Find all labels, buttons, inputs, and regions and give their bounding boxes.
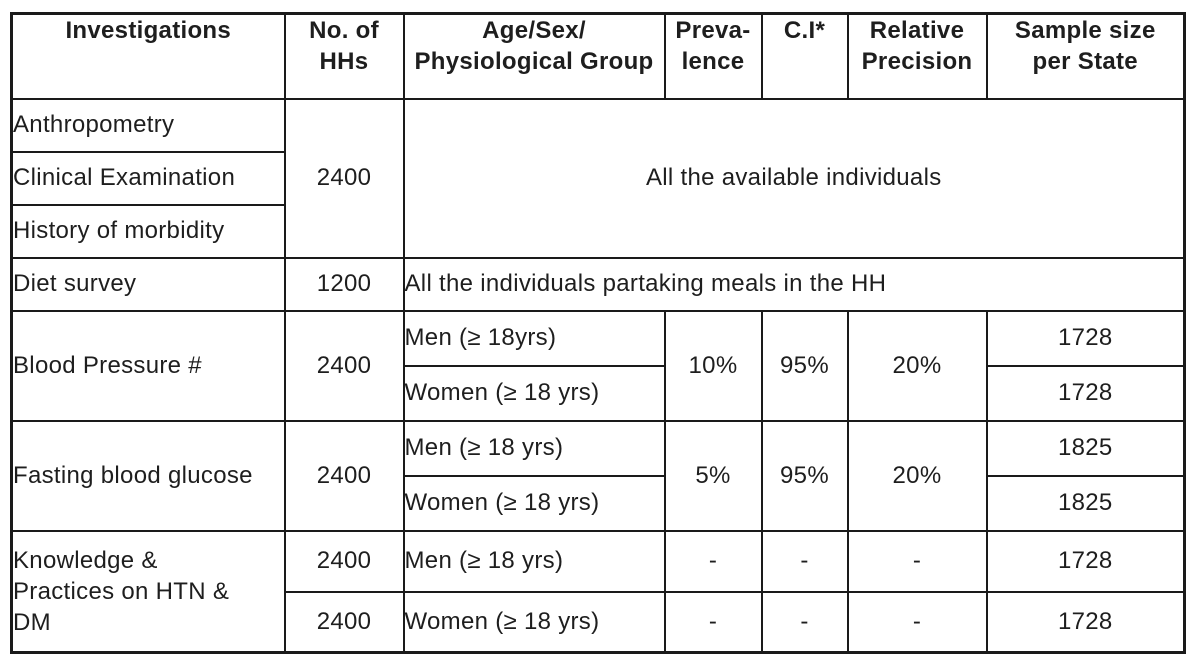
header-relative-precision: Relative Precision: [846, 12, 988, 100]
cell-kp-women-sample: 1728: [985, 590, 1186, 654]
row-fbg-women: Women (≥ 18 yrs) 1825: [12, 474, 1186, 532]
cell-bp-relative-precision: 20%: [846, 309, 988, 422]
cell-kp-men: Men (≥ 18 yrs): [402, 529, 666, 593]
cell-kp-men-prevalence: -: [663, 529, 763, 593]
header-prevalence: Preva- lence: [663, 12, 763, 100]
cell-kp-women-prevalence: -: [663, 590, 763, 654]
cell-fbg-label: Fasting blood glucose: [10, 419, 286, 532]
cell-bp-ci: 95%: [760, 309, 849, 422]
header-row: Investigations No. of HHs Age/Sex/ Physi…: [10, 12, 1186, 100]
cell-bp-women: Women (≥ 18 yrs): [402, 364, 666, 422]
cell-anthropometry: Anthropometry: [10, 97, 286, 153]
cell-diet-group: All the individuals partaking meals in t…: [402, 256, 1186, 312]
cell-kp-men-ci: -: [760, 529, 849, 593]
cell-kp-men-hhs: 2400: [283, 529, 405, 593]
cell-clinical-examination: Clinical Examination: [10, 150, 286, 206]
cell-kp-label: Knowledge & Practices on HTN & DM: [10, 529, 286, 654]
cell-fbg-ci: 95%: [760, 419, 849, 532]
cell-bp-prevalence: 10%: [663, 309, 763, 422]
cell-bp-hhs: 2400: [283, 309, 405, 422]
row-history-of-morbidity: History of morbidity: [10, 203, 1185, 259]
cell-fbg-prevalence: 5%: [663, 419, 763, 532]
row-blood-pressure-men: Blood Pressure # 2400 Men (≥ 18yrs) 10% …: [10, 309, 1186, 422]
cell-kp-men-rp: -: [846, 529, 988, 593]
cell-fbg-men: Men (≥ 18 yrs): [402, 419, 666, 477]
row-blood-pressure-women: Women (≥ 18 yrs) 1728: [12, 364, 1186, 422]
cell-group1-group: All the available individuals: [402, 97, 1186, 259]
cell-bp-men: Men (≥ 18yrs): [402, 309, 666, 367]
row-kp-men: Knowledge & Practices on HTN & DM 2400 M…: [10, 529, 1186, 654]
survey-sampling-table: Investigations No. of HHs Age/Sex/ Physi…: [10, 12, 1186, 654]
header-sample-size: Sample size per State: [985, 12, 1186, 100]
row-anthropometry: Anthropometry 2400 All the available ind…: [10, 97, 1186, 259]
cell-bp-men-sample: 1728: [985, 309, 1186, 367]
cell-diet-label: Diet survey: [10, 256, 286, 312]
cell-kp-women: Women (≥ 18 yrs): [402, 590, 666, 654]
cell-diet-hhs: 1200: [283, 256, 405, 312]
cell-fbg-hhs: 2400: [283, 419, 405, 532]
cell-bp-women-sample: 1728: [985, 364, 1186, 422]
cell-kp-women-hhs: 2400: [283, 590, 405, 654]
row-clinical-examination: Clinical Examination: [10, 150, 1185, 206]
cell-group1-hhs: 2400: [283, 97, 405, 259]
row-kp-women: 2400 Women (≥ 18 yrs) - - - 1728: [12, 590, 1186, 654]
cell-fbg-women: Women (≥ 18 yrs): [402, 474, 666, 532]
header-age-sex-group: Age/Sex/ Physiological Group: [402, 12, 666, 100]
header-no-of-hhs: No. of HHs: [283, 12, 405, 100]
cell-kp-women-rp: -: [846, 590, 988, 654]
cell-bp-label: Blood Pressure #: [10, 309, 286, 422]
cell-history-of-morbidity: History of morbidity: [10, 203, 286, 259]
cell-fbg-relative-precision: 20%: [846, 419, 988, 532]
row-fbg-men: Fasting blood glucose 2400 Men (≥ 18 yrs…: [10, 419, 1186, 532]
row-diet-survey: Diet survey 1200 All the individuals par…: [10, 256, 1186, 312]
cell-kp-women-ci: -: [760, 590, 849, 654]
cell-kp-men-sample: 1728: [985, 529, 1186, 593]
header-ci: C.I*: [760, 12, 849, 100]
cell-fbg-women-sample: 1825: [985, 474, 1186, 532]
header-investigations: Investigations: [10, 12, 286, 100]
cell-fbg-men-sample: 1825: [985, 419, 1186, 477]
